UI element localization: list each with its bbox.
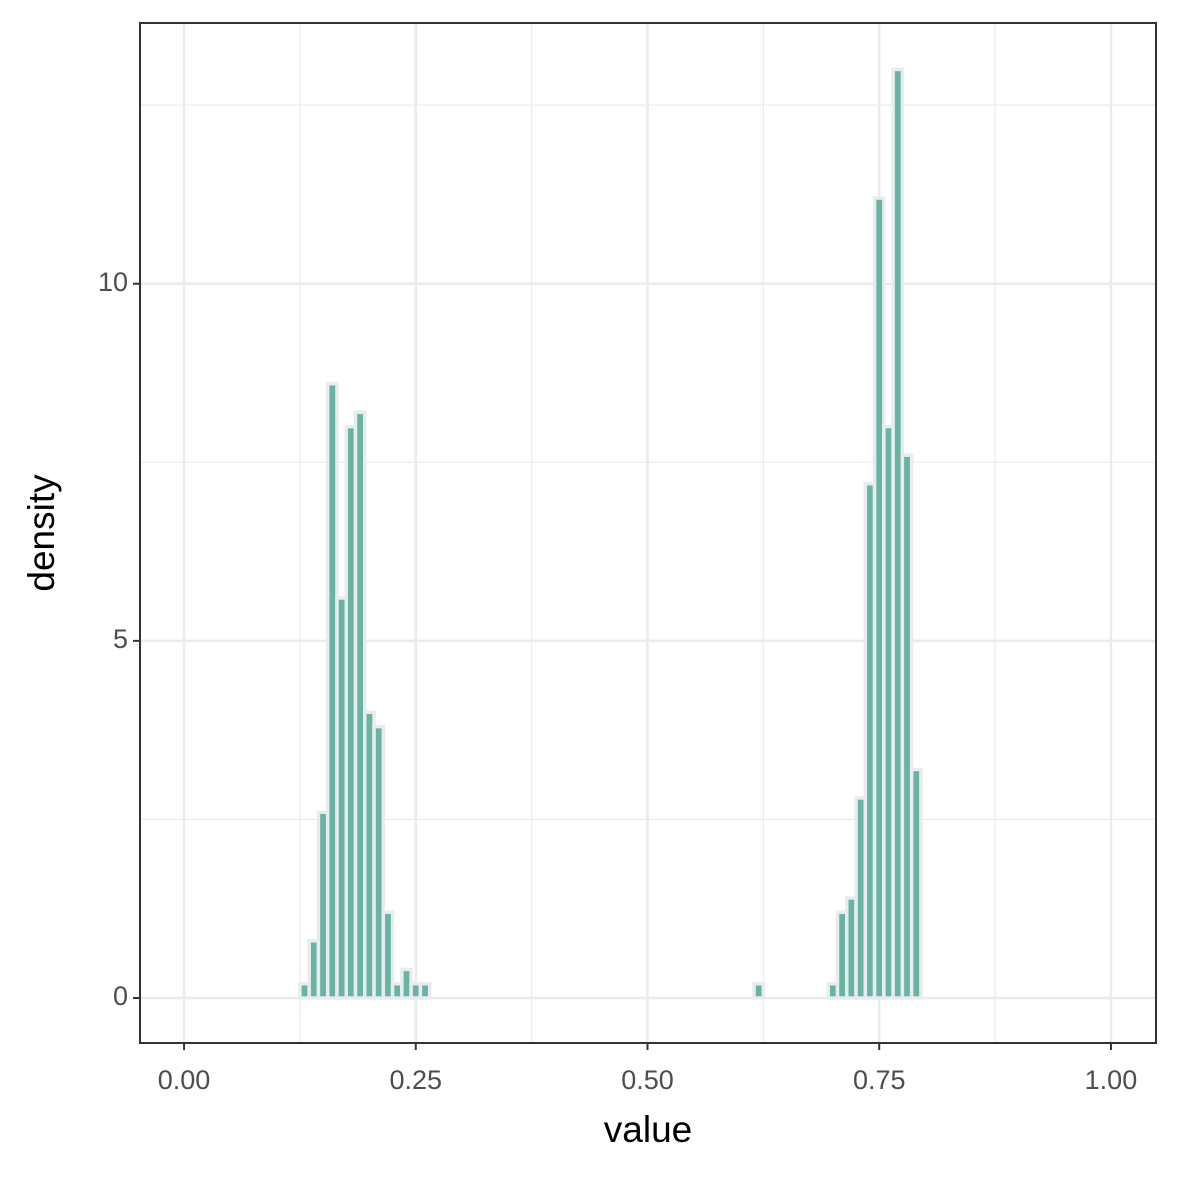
bar — [372, 724, 386, 1000]
x-tick-label: 1.00 — [1085, 1065, 1138, 1095]
y-axis-title: density — [21, 474, 62, 592]
bar — [752, 981, 766, 1000]
y-tick-label: 0 — [113, 981, 128, 1011]
x-tick-label: 0.75 — [853, 1065, 906, 1095]
x-axis-title: value — [604, 1109, 692, 1150]
y-tick-label: 5 — [113, 624, 128, 654]
bar — [909, 767, 923, 1000]
x-tick-label: 0.00 — [158, 1065, 211, 1095]
y-tick-label: 10 — [98, 267, 128, 297]
x-tick-label: 0.25 — [389, 1065, 442, 1095]
panel-border — [139, 22, 1157, 1044]
bar — [381, 910, 395, 1000]
bar — [418, 981, 432, 1000]
bar — [900, 453, 914, 1000]
bar — [353, 410, 367, 1000]
x-tick-label: 0.50 — [621, 1065, 674, 1095]
